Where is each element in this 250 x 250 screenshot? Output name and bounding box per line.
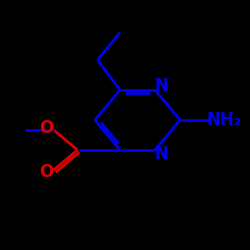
Text: O: O	[39, 119, 54, 137]
Text: O: O	[38, 163, 53, 181]
Text: N: N	[154, 77, 168, 95]
Text: NH₂: NH₂	[206, 111, 241, 129]
Text: N: N	[154, 145, 168, 163]
